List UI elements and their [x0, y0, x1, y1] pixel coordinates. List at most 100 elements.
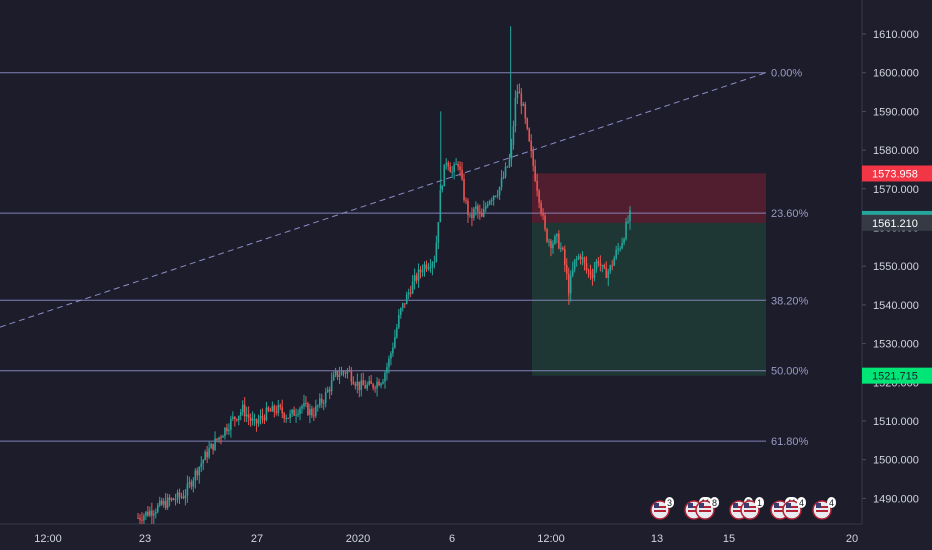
flag-stripe — [733, 510, 745, 512]
candle-body — [275, 411, 278, 413]
candle-body — [354, 384, 357, 386]
candle-body — [384, 372, 386, 382]
candle-body — [249, 417, 252, 421]
candle-body — [605, 268, 608, 278]
candle-body — [613, 258, 615, 266]
price-tick-label: 1530.000 — [873, 339, 919, 351]
stop-loss-zone[interactable] — [532, 173, 766, 223]
flag-stripe — [744, 506, 756, 508]
candle-body — [259, 415, 262, 421]
flag-stripe — [654, 506, 666, 508]
candle-body — [180, 496, 183, 498]
candle-body — [265, 407, 268, 421]
candle-body — [322, 402, 325, 404]
time-tick-label: 20 — [846, 533, 858, 545]
candle-body — [202, 460, 205, 464]
flag-stripe — [654, 510, 666, 512]
candle-body — [281, 407, 284, 414]
candle-body — [530, 140, 533, 151]
candle-body — [210, 443, 212, 449]
candle-body — [186, 483, 189, 496]
risk-reward-zones[interactable] — [532, 173, 766, 376]
candle-body — [194, 470, 197, 481]
candle-body — [230, 418, 232, 430]
price-tag-red — [862, 165, 932, 182]
candle-body — [168, 497, 171, 500]
us-flag-event-icon[interactable]: 4 — [782, 497, 806, 520]
candle-body — [204, 451, 206, 461]
candle-body — [277, 405, 280, 413]
candle-body — [500, 178, 503, 188]
candle-body — [344, 372, 347, 374]
economic-event-icons[interactable]: 3118514144 — [650, 497, 836, 520]
candle-body — [174, 499, 177, 501]
dashed-trend-line[interactable] — [0, 72, 767, 328]
candle-body — [492, 195, 495, 200]
candle-body — [139, 517, 141, 520]
take-profit-zone[interactable] — [532, 222, 766, 376]
us-flag-event-icon[interactable]: 1 — [740, 497, 764, 520]
candle-body — [293, 409, 295, 416]
candle-body — [307, 403, 309, 415]
us-flag-event-icon[interactable]: 3 — [650, 497, 674, 520]
candle-body — [589, 270, 592, 276]
time-tick-label: 12:00 — [34, 533, 62, 545]
candle-body — [255, 419, 258, 424]
candle-body — [160, 500, 163, 505]
candle-body — [629, 210, 631, 222]
fib-level-label: 23.60% — [771, 208, 809, 220]
candle-body — [330, 380, 333, 392]
candle-body — [291, 409, 293, 414]
flag-stripe — [816, 506, 828, 508]
candle-body — [554, 236, 556, 244]
candle-body — [534, 165, 536, 181]
candle-body — [516, 91, 519, 98]
candle-body — [196, 470, 199, 476]
candle-body — [145, 511, 147, 516]
event-count-label: 4 — [829, 498, 834, 508]
price-tick-label: 1570.000 — [873, 184, 919, 196]
candle-body — [565, 264, 568, 274]
plot-background — [0, 0, 862, 524]
candle-body — [192, 480, 195, 487]
candle-body — [143, 515, 145, 521]
event-count-badge — [665, 497, 674, 508]
candle-body — [297, 413, 299, 415]
us-flag-event-icon[interactable]: 8 — [695, 497, 719, 520]
candle-body — [627, 221, 629, 223]
time-tick-label: 15 — [723, 533, 735, 545]
candle-body — [459, 166, 461, 170]
candle-body — [536, 180, 538, 191]
flag-stripe — [699, 506, 711, 508]
candle-body — [170, 498, 173, 500]
candle-body — [421, 271, 424, 273]
flag-stripe — [744, 510, 756, 512]
price-tick-label: 1510.000 — [873, 416, 919, 428]
candle-body — [188, 482, 191, 484]
candle-body — [407, 292, 410, 295]
candle-body — [451, 171, 453, 173]
candle-body — [245, 414, 248, 417]
candle-body — [234, 416, 236, 419]
candle-body — [214, 438, 216, 450]
candle-body — [520, 93, 523, 106]
candle-body — [601, 265, 604, 267]
candle-body — [338, 375, 341, 378]
candle-body — [394, 337, 396, 348]
flag-stripe — [774, 506, 786, 508]
candle-body — [431, 263, 434, 268]
candle-body — [552, 243, 554, 249]
fibonacci-retracement[interactable]: 0.00% 23.60% 38.20% 50.00% 61.80% — [0, 68, 809, 448]
candle-body — [243, 404, 246, 417]
candle-body — [526, 118, 529, 129]
candle-body — [390, 353, 392, 359]
candle-body — [318, 398, 321, 406]
candle-body — [241, 404, 244, 413]
candle-body — [370, 380, 372, 384]
flag-canton — [699, 503, 704, 508]
candle-body — [332, 375, 335, 381]
flag-canton — [733, 503, 738, 508]
us-flag-event-icon[interactable]: 4 — [812, 497, 836, 520]
